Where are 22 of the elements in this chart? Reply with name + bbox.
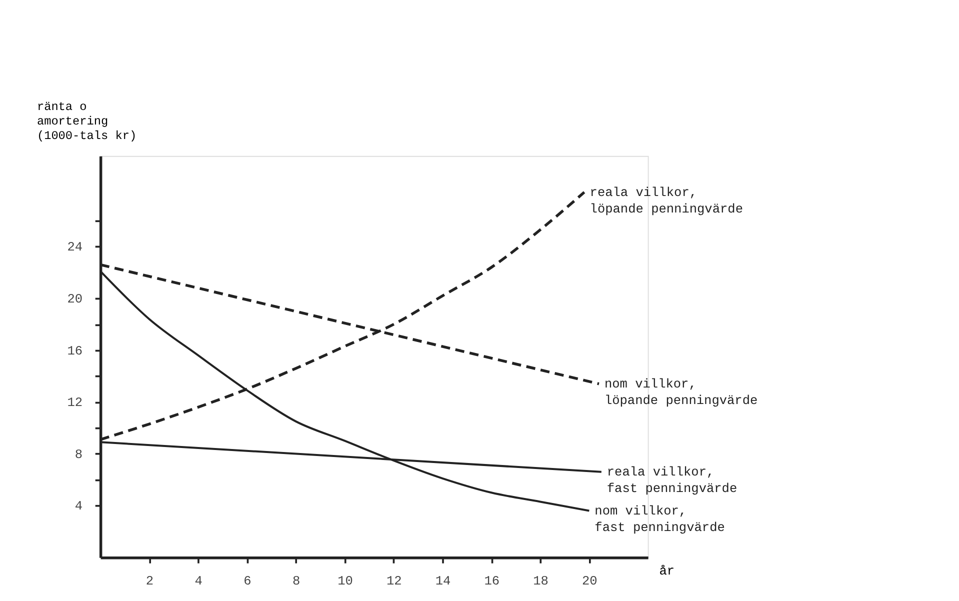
series-label: nom villkor, fast penningvärde xyxy=(594,503,725,535)
x-tick-label: 14 xyxy=(435,573,451,588)
y-axis-title: ränta o amortering (1000-tals kr) xyxy=(36,100,137,144)
x-tick-label: 16 xyxy=(484,573,500,588)
x-tick-label: 18 xyxy=(533,573,548,588)
series-label: reala villkor, löpande penningvärde xyxy=(590,184,743,216)
x-tick-label: 10 xyxy=(338,573,353,588)
x-tick-label: 20 xyxy=(582,573,598,588)
x-tick-label: 12 xyxy=(386,573,402,588)
series-label: nom villkor, löpande penningvärde xyxy=(604,376,758,408)
y-tick-label: 16 xyxy=(67,343,83,358)
x-tick-label: 6 xyxy=(244,573,252,588)
x-tick-label: 2 xyxy=(146,573,154,588)
x-axis-title: år xyxy=(659,563,675,578)
y-tick-label: 24 xyxy=(67,240,83,255)
y-tick-label: 8 xyxy=(74,446,83,462)
y-tick-label: 12 xyxy=(67,395,83,410)
x-tick-label: 4 xyxy=(194,573,203,588)
y-tick-label: 4 xyxy=(74,498,83,514)
x-tick-label: 8 xyxy=(292,573,300,588)
series-label: reala villkor, fast penningvärde xyxy=(606,464,738,496)
y-tick-label: 20 xyxy=(67,291,83,306)
